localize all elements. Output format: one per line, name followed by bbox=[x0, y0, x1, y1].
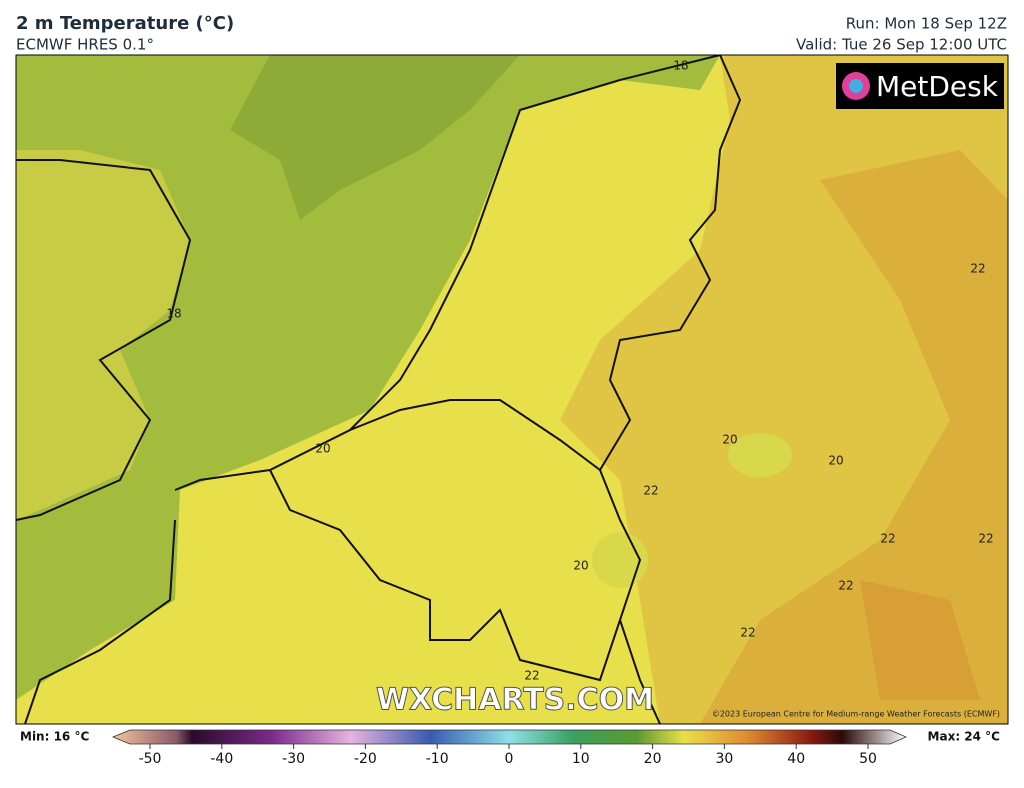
contour-label: 22 bbox=[524, 669, 539, 683]
contour-label: 22 bbox=[838, 579, 853, 593]
colorbar-tick-label: -20 bbox=[354, 751, 377, 767]
colorbar-tick-label: 50 bbox=[859, 751, 877, 767]
sea bbox=[16, 55, 720, 700]
warmer-area bbox=[700, 150, 1008, 724]
map-frame bbox=[15, 54, 1009, 725]
subtitle: ECMWF HRES 0.1° bbox=[16, 36, 154, 54]
contour-label: 20 bbox=[722, 433, 737, 447]
contour-label: 22 bbox=[970, 262, 985, 276]
colorbar-tick-label: -40 bbox=[210, 751, 233, 767]
colorbar-tick-label: -30 bbox=[282, 751, 305, 767]
colorbar-tick-label: -10 bbox=[426, 751, 449, 767]
contour-label: 22 bbox=[740, 626, 755, 640]
watermark: WXCHARTS.COM bbox=[376, 683, 654, 718]
contour-label: 22 bbox=[978, 532, 993, 546]
cool-patch bbox=[728, 433, 792, 477]
contour-labels: 18 18 20 20 20 20 22 22 22 22 22 22 22 bbox=[166, 59, 993, 683]
contour-label: 20 bbox=[828, 454, 843, 468]
colorbar-tick-label: 40 bbox=[787, 751, 805, 767]
map bbox=[16, 55, 1008, 724]
colorbar-tick-label: 20 bbox=[644, 751, 662, 767]
logo-text: MetDesk bbox=[876, 70, 999, 103]
colorbar-tick-label: 0 bbox=[505, 751, 514, 767]
max-value: Max: 24 °C bbox=[928, 730, 1001, 744]
copyright: ©2023 European Centre for Medium-range W… bbox=[712, 710, 1000, 719]
run-time: Run: Mon 18 Sep 12Z bbox=[846, 15, 1007, 33]
contour-label: 22 bbox=[880, 532, 895, 546]
contour-label: 18 bbox=[673, 59, 688, 73]
title: 2 m Temperature (°C) bbox=[16, 13, 234, 34]
contour-label: 20 bbox=[573, 559, 588, 573]
logo-icon bbox=[849, 79, 863, 93]
contour-label: 22 bbox=[643, 484, 658, 498]
colorbar-tick-label: 30 bbox=[715, 751, 733, 767]
min-value: Min: 16 °C bbox=[20, 730, 89, 744]
warmest-area bbox=[860, 580, 980, 700]
colorbar-tick-label: 10 bbox=[572, 751, 590, 767]
contour-label: 20 bbox=[315, 442, 330, 456]
valid-time: Valid: Tue 26 Sep 12:00 UTC bbox=[796, 36, 1007, 54]
colorbar-ticks: -50 -40 -30 -20 -10 0 10 20 30 40 50 bbox=[139, 744, 877, 767]
contour-label: 18 bbox=[166, 307, 181, 321]
borders bbox=[16, 55, 742, 724]
colorbar bbox=[111, 729, 907, 745]
sea-cool bbox=[230, 55, 520, 220]
colorbar-tick-label: -50 bbox=[139, 751, 162, 767]
